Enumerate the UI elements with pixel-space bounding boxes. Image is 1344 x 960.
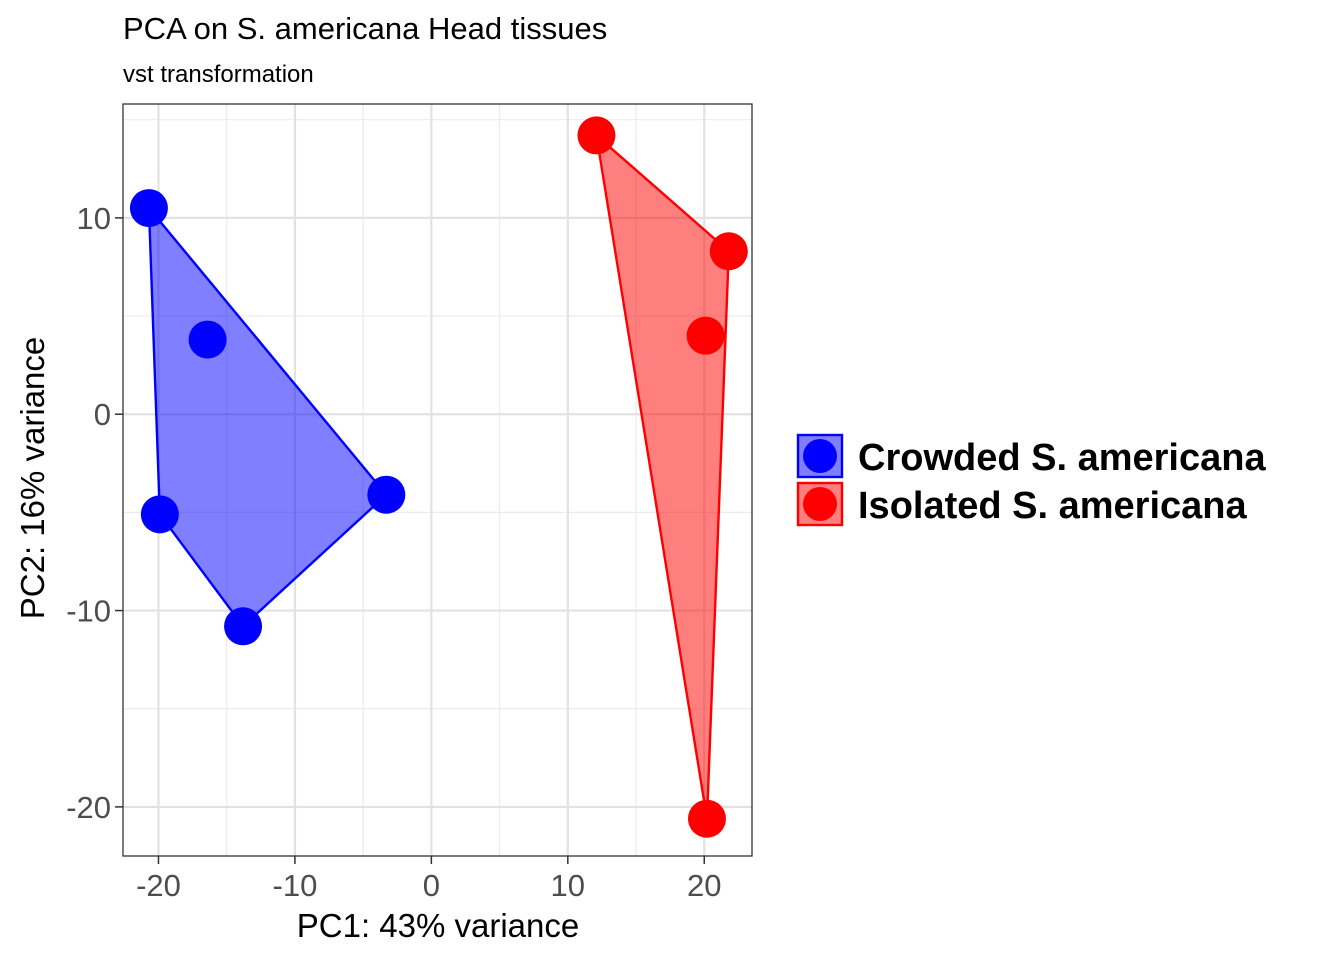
points — [129, 116, 748, 838]
legend-marker-crowded — [803, 439, 837, 473]
point-crowded — [367, 475, 406, 514]
y-tick-label: -20 — [66, 790, 111, 825]
point-isolated — [577, 116, 616, 155]
x-tick-label: 20 — [687, 868, 721, 903]
y-tick-label: 0 — [94, 397, 111, 432]
point-crowded — [188, 320, 227, 359]
axis-ticks: -20 -10 0 10 20 -20 -10 0 10 — [66, 201, 721, 903]
legend-label-crowded: Crowded S. americana — [858, 437, 1266, 479]
legend-label-isolated: Isolated S. americana — [858, 485, 1247, 527]
legend-item-crowded: Crowded S. americana — [796, 433, 1266, 479]
point-isolated — [709, 232, 748, 271]
x-tick-label: 0 — [423, 868, 440, 903]
point-isolated — [687, 799, 726, 838]
chart-title: PCA on S. americana Head tissues — [123, 11, 607, 46]
y-axis-title: PC2: 16% variance — [14, 337, 51, 619]
plot-border — [122, 103, 753, 857]
chart-subtitle: vst transformation — [123, 61, 314, 88]
x-axis-title: PC1: 43% variance — [297, 907, 579, 944]
point-crowded — [140, 495, 179, 534]
x-tick-label: -20 — [136, 868, 181, 903]
point-isolated — [686, 316, 725, 355]
legend-marker-isolated — [803, 487, 837, 521]
x-tick-label: 10 — [551, 868, 585, 903]
x-tick-label: -10 — [273, 868, 318, 903]
legend-item-isolated: Isolated S. americana — [796, 481, 1247, 527]
y-tick-label: 10 — [77, 201, 111, 236]
hull-isolated — [594, 132, 731, 819]
point-crowded — [224, 607, 263, 646]
point-crowded — [129, 189, 168, 228]
legend: Crowded S. americana Isolated S. american… — [796, 433, 1266, 527]
y-tick-label: -10 — [66, 594, 111, 629]
